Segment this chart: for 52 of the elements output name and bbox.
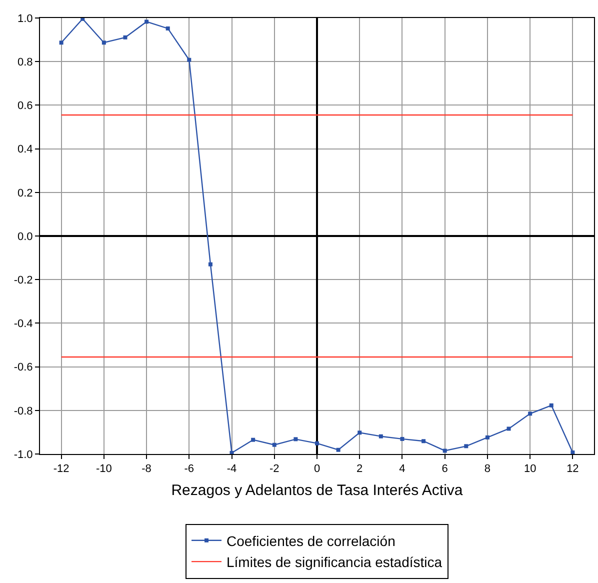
x-tick-label: -4	[226, 463, 237, 476]
point	[80, 18, 85, 21]
y-tick-label: 0.2	[18, 187, 33, 200]
point	[422, 439, 426, 444]
point	[272, 442, 276, 447]
point	[570, 450, 575, 454]
y-tick-label: -0.4	[14, 318, 33, 330]
x-tick-label: 2	[356, 463, 363, 476]
point	[294, 437, 298, 442]
x-tick-label: -12	[53, 463, 70, 476]
x-tick-label: 12	[566, 463, 579, 476]
point	[144, 20, 149, 24]
x-tick-label: -2	[269, 463, 280, 476]
point	[442, 448, 447, 453]
y-tick-label: 0.8	[18, 56, 33, 68]
point	[400, 436, 404, 441]
point	[528, 412, 532, 416]
point	[166, 26, 170, 30]
x-tick-label: 0	[314, 463, 320, 476]
point	[378, 434, 383, 438]
legend-label: Coeficientes de correlación	[226, 532, 396, 549]
y-tick-label: -0.8	[14, 405, 33, 418]
x-tick-label: -6	[184, 463, 194, 476]
point	[187, 58, 192, 62]
point	[464, 444, 468, 448]
x-tick-label: 10	[524, 463, 536, 476]
x-tick-label: 4	[399, 463, 406, 476]
y-tick-label: 0.0	[18, 230, 33, 243]
y-tick-label: -1.0	[14, 448, 33, 461]
x-tick-label: -10	[96, 463, 112, 476]
y-tick-label: 0.6	[18, 100, 33, 112]
point	[506, 426, 511, 431]
y-tick-label: -0.6	[14, 362, 33, 374]
point	[336, 448, 340, 452]
legend-label: Límites de significancia estadística	[226, 554, 442, 570]
y-tick-label: 0.4	[18, 144, 33, 156]
point	[123, 35, 128, 40]
point	[358, 430, 362, 435]
y-tick-label: 1.0	[18, 12, 33, 25]
x-tick-label: 6	[442, 463, 448, 476]
y-tick-label: -0.2	[14, 274, 33, 286]
point	[208, 262, 212, 266]
x-tick-label: -8	[142, 463, 152, 476]
point	[102, 40, 106, 45]
point	[315, 441, 319, 446]
point	[549, 403, 554, 408]
point	[251, 438, 256, 442]
x-axis-title: Rezagos y Adelantos de Tasa Interés Activa	[171, 482, 464, 500]
point	[230, 450, 234, 454]
point	[59, 40, 64, 45]
x-tick-label: 8	[484, 463, 491, 476]
point	[485, 435, 490, 440]
